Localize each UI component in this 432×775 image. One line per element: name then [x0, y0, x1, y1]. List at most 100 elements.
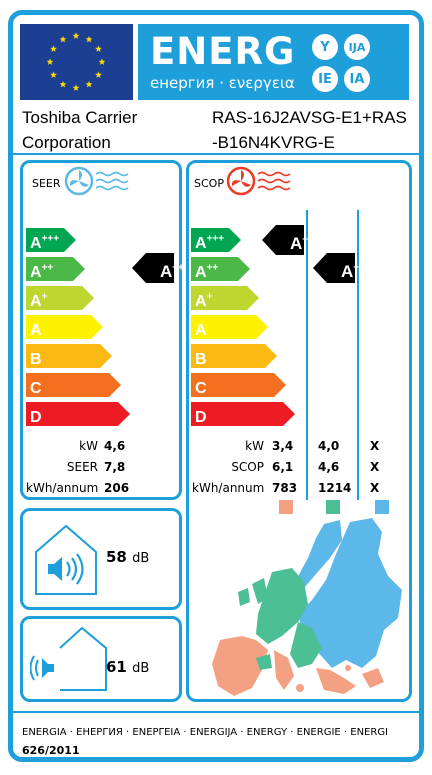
row-value-average: 1214 [318, 481, 352, 495]
heating-class-bar: A+ [191, 286, 259, 310]
class-letter: D [30, 409, 42, 427]
class-letter: A [30, 264, 42, 282]
cooling-class-bar: C [26, 373, 121, 397]
heating-class-bar: A+++ [191, 228, 241, 252]
energy-subtitle: енергия · ενεργεια [150, 74, 295, 92]
class-plus: + [206, 292, 213, 303]
row-value: 206 [104, 481, 130, 495]
heating-fan-icon [226, 166, 296, 200]
model-identifier: RAS-16J2AVSG-E1+RAS -B16N4KVRG-E [212, 105, 407, 155]
divider [12, 153, 420, 155]
rating-plus: ++ [172, 262, 184, 273]
heating-class-bar: B [191, 344, 277, 368]
class-plus: ++ [41, 263, 54, 274]
europe-climate-map [212, 518, 408, 702]
energy-header: ENERG енергия · ενεργεια Y IJA IE IA [138, 24, 409, 100]
indoor-speaker-icon [34, 524, 98, 600]
indoor-noise-panel [20, 508, 182, 610]
language-mark: IJA [344, 34, 370, 60]
indoor-noise-value: 58 dB [106, 548, 149, 566]
row-value-colder: 6,1 [272, 460, 294, 474]
model-line: -B16N4KVRG-E [212, 133, 335, 152]
cooling-class-bar: B [26, 344, 112, 368]
language-mark: Y [312, 34, 338, 60]
zone-warmer-swatch [375, 500, 389, 514]
class-letter: A [195, 322, 207, 340]
cooling-class-bar: A++ [26, 257, 85, 281]
class-letter: C [195, 380, 207, 398]
heating-class-bar: D [191, 402, 295, 426]
eu-flag-logo [20, 24, 133, 100]
model-line: RAS-16J2AVSG-E1+RAS [212, 108, 407, 127]
rating-letter: A [160, 261, 173, 281]
supplier-name: Toshiba Carrier Corporation [22, 105, 137, 155]
label-frame [8, 10, 424, 762]
row-label: SEER [66, 460, 98, 474]
heating-rating-average-arrow: A+++ [262, 225, 320, 255]
class-plus: ++ [206, 263, 219, 274]
class-plus: +++ [206, 234, 225, 245]
cooling-class-bar: A+++ [26, 228, 76, 252]
cooling-fan-icon [64, 166, 134, 200]
row-value: 4,6 [104, 439, 126, 453]
class-letter: B [30, 351, 42, 369]
energy-word: ENERG [150, 30, 296, 73]
row-value-warmer: X [370, 460, 380, 474]
class-letter: D [195, 409, 207, 427]
language-mark: IE [312, 66, 338, 92]
column-divider [357, 210, 359, 500]
class-letter: A [195, 264, 207, 282]
heating-class-bar: A [191, 315, 268, 339]
cooling-class-bar: A+ [26, 286, 94, 310]
row-label: kWh/annum [192, 481, 265, 495]
outdoor-db-unit: dB [132, 661, 150, 676]
row-label: kWh/annum [26, 481, 99, 495]
row-label: kW [245, 439, 264, 453]
row-value-warmer: X [370, 439, 380, 453]
row-value-average: 4,6 [318, 460, 340, 474]
class-letter: A [195, 235, 207, 253]
heating-class-bar: C [191, 373, 286, 397]
divider [12, 711, 420, 713]
row-value-warmer: X [370, 481, 380, 495]
class-plus: + [41, 292, 48, 303]
class-letter: C [30, 380, 42, 398]
row-value-colder: 783 [272, 481, 298, 495]
outdoor-noise-panel [20, 616, 182, 702]
rating-plus: ++ [353, 262, 365, 273]
cooling-panel [20, 160, 182, 500]
row-value: 7,8 [104, 460, 126, 474]
class-letter: B [195, 351, 207, 369]
rating-plus: +++ [302, 234, 320, 245]
rating-letter: A [290, 233, 303, 253]
zone-colder-swatch [279, 500, 293, 514]
heating-class-bar: A++ [191, 257, 250, 281]
class-letter: A [30, 235, 42, 253]
rating-letter: A [341, 261, 354, 281]
class-letter: A [30, 322, 42, 340]
heating-rating-warmer-arrow: A++ [313, 253, 365, 283]
column-divider [306, 210, 308, 500]
heating-panel [186, 160, 412, 702]
indoor-db-unit: dB [132, 551, 150, 566]
row-label: kW [79, 439, 98, 453]
cooling-class-bar: D [26, 402, 130, 426]
row-label: SCOP [231, 460, 264, 474]
supplier-line: Toshiba Carrier [22, 108, 138, 127]
outdoor-speaker-icon [29, 626, 108, 696]
indoor-db-number: 58 [106, 548, 127, 566]
language-mark: IA [344, 66, 370, 92]
seer-title: SEER [32, 177, 61, 190]
class-plus: +++ [41, 234, 60, 245]
outdoor-noise-value: 61 dB [106, 658, 149, 676]
scop-title: SCOP [194, 177, 224, 190]
outdoor-db-number: 61 [106, 658, 127, 676]
row-value-average: 4,0 [318, 439, 340, 453]
footer-languages: ENERGIA · ЕНЕРГИЯ · ΕΝΕΡΓΕΙΑ · ENERGIJA … [22, 727, 389, 738]
class-letter: A [30, 293, 42, 311]
class-letter: A [195, 293, 207, 311]
zone-average-swatch [326, 500, 340, 514]
supplier-line: Corporation [22, 133, 111, 152]
cooling-rating-arrow: A++ [132, 253, 184, 283]
regulation-number: 626/2011 [22, 744, 80, 757]
